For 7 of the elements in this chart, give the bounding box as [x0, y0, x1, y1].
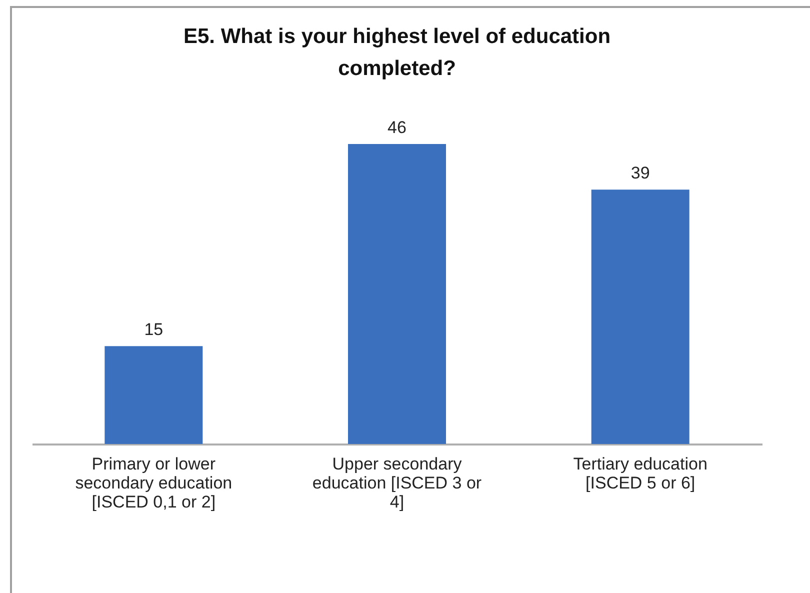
chart-title: E5. What is your highest level of education completed?: [183, 25, 611, 80]
x-tick-label: Upper secondary education [ISCED 3 or 4]: [312, 454, 482, 512]
data-label: 15: [144, 320, 164, 340]
data-label: 39: [630, 164, 650, 183]
x-tick-label: Primary or lower secondary education [ISCED 0,1 or 2]: [75, 454, 232, 512]
x-tick-label: Tertiary education [ISCED 5 or 6]: [573, 454, 708, 492]
data-label: 46: [388, 118, 406, 137]
